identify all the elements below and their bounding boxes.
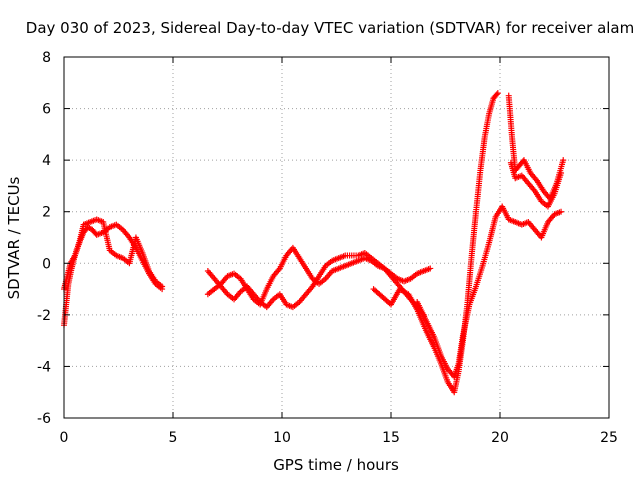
y-tick-label: 6 <box>42 102 51 118</box>
x-tick-label: 5 <box>169 430 178 446</box>
data-point <box>558 170 565 177</box>
y-tick-label: 8 <box>42 50 51 66</box>
data-point <box>558 208 565 215</box>
chart-title: Day 030 of 2023, Sidereal Day-to-day VTE… <box>26 19 634 37</box>
y-tick-label: -4 <box>37 359 51 375</box>
data-point <box>159 283 166 290</box>
grid <box>64 57 609 418</box>
series-4 <box>204 244 427 318</box>
data-point <box>427 265 434 272</box>
series-3 <box>204 249 434 311</box>
x-tick-label: 0 <box>60 430 69 446</box>
data-point <box>493 91 500 98</box>
series-6 <box>414 203 565 380</box>
data-point <box>560 157 567 164</box>
x-tick-label: 15 <box>382 430 400 446</box>
y-axis-label: SDTVAR / TECUs <box>5 176 23 299</box>
axis-ticks <box>63 56 610 419</box>
y-tick-label: 4 <box>42 153 51 169</box>
x-axis-label: GPS time / hours <box>273 456 399 474</box>
y-tick-label: 2 <box>42 205 51 221</box>
axis-tick-labels: 0 5 10 15 20 25 -6 -4 -2 0 2 4 6 8 <box>37 50 618 446</box>
plot-frame <box>63 56 610 419</box>
series-8 <box>507 159 565 210</box>
series-5 <box>370 90 501 396</box>
x-tick-label: 25 <box>600 430 618 446</box>
data-point <box>494 90 501 97</box>
y-tick-label: -2 <box>37 308 51 324</box>
data-marks <box>61 90 567 396</box>
series-2 <box>61 216 166 293</box>
x-tick-label: 10 <box>273 430 291 446</box>
x-tick-label: 20 <box>491 430 509 446</box>
y-tick-label: 0 <box>42 256 51 272</box>
y-tick-label: -6 <box>37 411 51 427</box>
